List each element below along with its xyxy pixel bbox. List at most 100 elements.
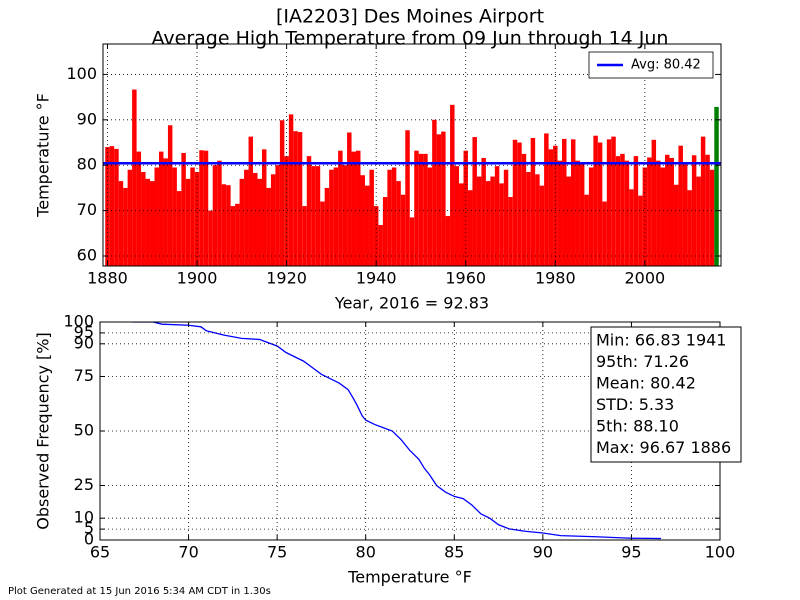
- bar: [270, 174, 276, 266]
- bar: [266, 187, 271, 266]
- stats-line: Mean: 80.42: [596, 374, 696, 393]
- bar: [485, 181, 491, 266]
- bar: [423, 153, 428, 266]
- plot-area: [132, 322, 662, 540]
- plot-area: [103, 89, 721, 266]
- bar: [427, 167, 433, 266]
- bar: [593, 135, 598, 266]
- bar: [158, 151, 164, 266]
- bar: [467, 190, 473, 266]
- bar: [230, 206, 236, 266]
- x-tick-label: 75: [267, 543, 287, 562]
- bar: [459, 183, 464, 266]
- bar: [691, 155, 697, 266]
- bar: [432, 119, 437, 266]
- bar: [494, 166, 500, 266]
- bar: [602, 201, 607, 266]
- bar: [163, 158, 168, 266]
- bar: [154, 167, 159, 266]
- bar: [539, 185, 545, 266]
- bar: [544, 133, 549, 266]
- bar: [445, 216, 451, 266]
- bar: [673, 184, 679, 266]
- bar: [123, 187, 128, 266]
- bar: [150, 181, 155, 266]
- bar: [382, 196, 388, 266]
- bar: [351, 151, 357, 266]
- bar: [553, 145, 558, 266]
- bar: [221, 184, 227, 266]
- axes-frame: [102, 43, 722, 267]
- y-tick-label: 0: [84, 530, 94, 549]
- x-tick-label: 2000: [625, 269, 666, 288]
- bar: [651, 139, 657, 266]
- bar: [261, 149, 267, 266]
- x-tick-label: 95: [621, 543, 641, 562]
- bar: [302, 206, 307, 266]
- bar: [212, 165, 218, 266]
- x-tick-label: 1900: [177, 269, 218, 288]
- bar: [597, 142, 603, 266]
- bar: [405, 130, 410, 266]
- bar: [615, 156, 621, 266]
- bar: [508, 196, 513, 266]
- bar: [118, 181, 124, 266]
- bar: [557, 160, 563, 266]
- stats-line: 95th: 71.26: [596, 352, 689, 371]
- bar: [141, 172, 146, 266]
- bar: [208, 210, 213, 266]
- bar: [347, 132, 352, 266]
- bar: [288, 114, 294, 266]
- bar: [562, 138, 567, 266]
- bar: [127, 169, 133, 266]
- bar: [391, 167, 397, 266]
- y-tick-label: 90: [77, 109, 97, 128]
- bar: [490, 176, 495, 266]
- footer: Plot Generated at 15 Jun 2016 5:34 AM CD…: [8, 586, 271, 597]
- x-tick-label: 80: [356, 543, 376, 562]
- bar: [145, 178, 151, 266]
- bar: [136, 151, 142, 266]
- bar: [400, 194, 406, 266]
- bar: [105, 147, 110, 266]
- bar: [248, 136, 254, 266]
- bar: [682, 163, 688, 266]
- bar: [700, 136, 706, 266]
- x-tick-label: 1880: [87, 269, 128, 288]
- bar: [387, 169, 392, 266]
- y-tick-label: 10: [74, 508, 94, 527]
- bar: [620, 153, 625, 266]
- bar: [418, 153, 424, 266]
- bar: [315, 166, 321, 266]
- bar: [526, 172, 531, 266]
- bar: [356, 150, 361, 266]
- x-tick-label: 65: [90, 543, 110, 562]
- bar: [687, 190, 692, 266]
- y-tick-label: 25: [74, 475, 94, 494]
- stats-box: [590, 326, 742, 463]
- bar: [476, 176, 482, 266]
- bar: [293, 131, 298, 266]
- x-tick-label: 1920: [266, 269, 307, 288]
- y-tick-label: 50: [74, 421, 94, 440]
- bar: [181, 152, 186, 266]
- bar: [633, 156, 639, 266]
- bar: [311, 166, 316, 266]
- y-tick-label: 70: [77, 200, 97, 219]
- bar: [176, 191, 182, 266]
- bar: [588, 167, 594, 266]
- x-tick-label: 85: [444, 543, 464, 562]
- bar: [450, 104, 455, 266]
- stats-line: Min: 66.83 1941: [596, 331, 726, 350]
- bar: [369, 169, 374, 266]
- x-tick-label: 1980: [535, 269, 576, 288]
- bar: [185, 178, 191, 266]
- bar: [378, 225, 383, 266]
- bar: [535, 174, 540, 266]
- y-tick-label: 75: [74, 366, 94, 385]
- bar: [329, 169, 334, 266]
- bar: [167, 125, 173, 266]
- x-tick-label: 1960: [445, 269, 486, 288]
- bar: [239, 178, 245, 266]
